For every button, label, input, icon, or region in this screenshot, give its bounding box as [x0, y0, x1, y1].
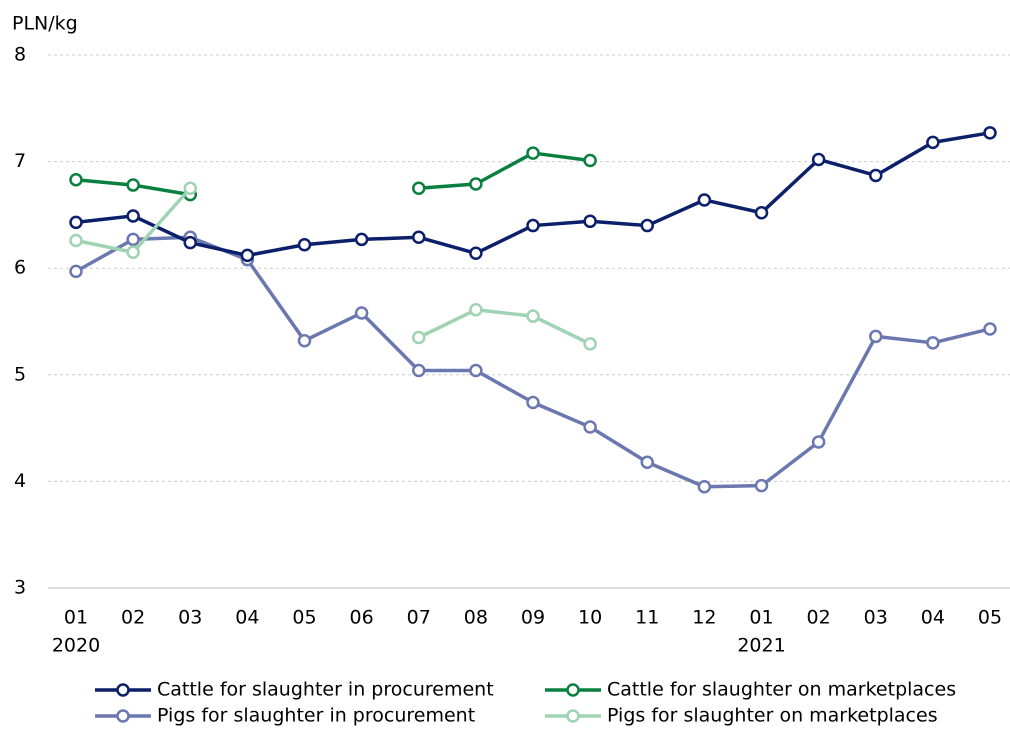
- point: [697, 193, 712, 207]
- y-tick-label: 4: [14, 470, 26, 492]
- point: [754, 206, 769, 220]
- point: [183, 235, 197, 250]
- point: [297, 237, 312, 252]
- point: [354, 232, 369, 247]
- y-tick-label: 8: [14, 44, 26, 66]
- x-tick-label: 09: [521, 607, 545, 629]
- point: [526, 146, 540, 160]
- legend-marker: [566, 709, 580, 723]
- point: [754, 478, 769, 493]
- legend-marker: [116, 683, 130, 697]
- point: [583, 153, 597, 168]
- x-tick-label: 05: [978, 607, 1002, 629]
- y-axis-label: PLN/kg: [12, 13, 78, 35]
- point: [412, 181, 426, 195]
- x-tick-label: 10: [578, 607, 602, 629]
- point: [354, 306, 369, 320]
- point: [69, 172, 83, 187]
- x-tick-label: 01: [749, 607, 773, 629]
- series-line: [417, 308, 591, 346]
- point: [926, 135, 940, 150]
- x-group-label: 2020: [52, 635, 100, 657]
- x-tick-label: 02: [121, 607, 145, 629]
- point: [526, 395, 540, 410]
- point: [469, 177, 483, 191]
- point: [126, 178, 140, 192]
- point: [297, 333, 312, 348]
- legend-marker: [566, 683, 580, 697]
- point: [469, 303, 483, 317]
- legend-label: Pigs for slaughter in procurement: [157, 705, 475, 727]
- x-tick-label: 04: [235, 607, 259, 629]
- x-tick-label: 07: [407, 607, 431, 629]
- point: [469, 363, 483, 378]
- y-tick-label: 7: [14, 150, 26, 172]
- x-tick-label: 06: [350, 607, 374, 629]
- point: [583, 420, 597, 434]
- legend-marker: [116, 709, 130, 723]
- x-tick-label: 03: [864, 607, 888, 629]
- x-tick-label: 01: [64, 607, 88, 629]
- point: [526, 218, 540, 233]
- point: [240, 248, 255, 263]
- point: [412, 230, 426, 245]
- point: [69, 233, 83, 248]
- legend-label: Cattle for slaughter on marketplaces: [607, 679, 956, 701]
- point: [983, 126, 997, 140]
- point: [183, 181, 197, 195]
- point: [640, 218, 654, 233]
- point: [811, 435, 826, 449]
- x-tick-label: 05: [292, 607, 316, 629]
- point: [412, 330, 426, 345]
- point: [469, 246, 483, 261]
- point: [926, 336, 940, 350]
- point: [869, 329, 883, 344]
- point: [869, 168, 883, 183]
- point: [126, 232, 140, 247]
- point: [69, 215, 83, 230]
- point: [983, 322, 997, 336]
- point: [640, 455, 654, 469]
- x-group-label: 2021: [737, 635, 785, 657]
- point: [69, 264, 83, 279]
- point: [526, 309, 540, 323]
- y-tick-label: 6: [14, 257, 26, 279]
- x-tick-label: 11: [635, 607, 659, 629]
- x-tick-label: 08: [464, 607, 488, 629]
- point: [697, 479, 712, 494]
- x-tick-label: 12: [692, 607, 716, 629]
- y-tick-label: 3: [14, 577, 26, 599]
- point: [126, 245, 140, 259]
- legend-label: Cattle for slaughter in procurement: [157, 679, 494, 701]
- series-line: [75, 235, 991, 489]
- point: [583, 337, 597, 351]
- x-tick-label: 02: [807, 607, 831, 629]
- series-line: [418, 151, 591, 190]
- y-tick-label: 5: [14, 363, 26, 385]
- point: [811, 152, 826, 167]
- point: [583, 214, 597, 229]
- point: [126, 209, 140, 223]
- x-tick-label: 04: [921, 607, 945, 629]
- legend-label: Pigs for slaughter on marketplaces: [607, 705, 938, 727]
- x-tick-label: 03: [178, 607, 202, 629]
- point: [412, 363, 426, 378]
